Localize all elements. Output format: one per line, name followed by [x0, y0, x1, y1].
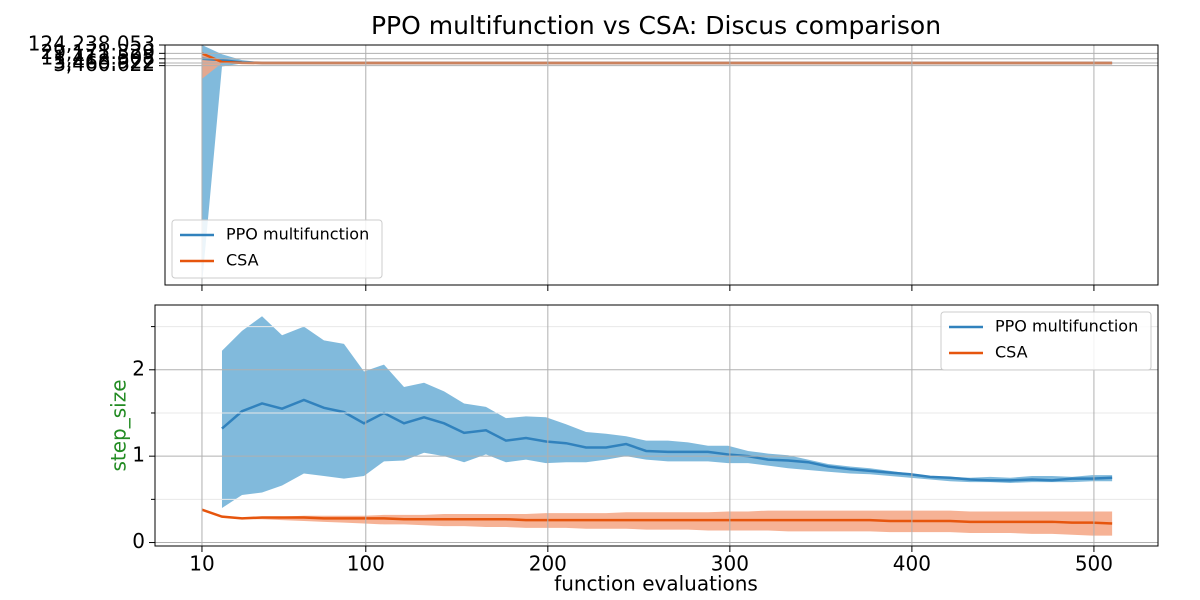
x-tick-label: 100 — [347, 552, 385, 576]
series-line — [201, 52, 1113, 65]
y-axis-label: step_size — [107, 379, 131, 471]
y-tick-label: 124,238.053 — [28, 32, 155, 56]
legend-box — [940, 311, 1152, 371]
y-tick-label: 3,460.622 — [53, 52, 155, 76]
legend-label: CSA — [995, 343, 1028, 362]
y-tick-label: 5,468.922 — [53, 49, 155, 73]
axes-frame — [164, 44, 1159, 286]
legend-label: PPO multifunction — [226, 225, 369, 244]
y-tick-label: 29,171.329 — [40, 40, 155, 64]
plot-area — [201, 316, 1113, 536]
y-tick-label: 0 — [132, 529, 145, 553]
legend-box — [171, 219, 383, 279]
x-tick-label: 400 — [893, 552, 931, 576]
chart-title: PPO multifunction vs CSA: Discus compari… — [371, 11, 941, 40]
y-tick-label: 2 — [132, 356, 145, 380]
series-line — [221, 398, 1113, 482]
y-tick-label: 11,412.508 — [40, 45, 155, 69]
confidence-band — [221, 316, 1113, 508]
confidence-band — [201, 509, 1113, 536]
x-tick-label: 200 — [529, 552, 567, 576]
x-axis-label: function evaluations — [554, 572, 758, 596]
x-tick-label: 500 — [1075, 552, 1113, 576]
x-tick-label: 300 — [711, 552, 749, 576]
series-line — [201, 508, 1113, 525]
legend-label: PPO multifunction — [995, 317, 1138, 336]
legend-label: CSA — [226, 251, 259, 270]
x-tick-label: 10 — [189, 552, 214, 576]
axes-frame — [154, 304, 1159, 547]
y-tick-label: 1 — [132, 443, 145, 467]
